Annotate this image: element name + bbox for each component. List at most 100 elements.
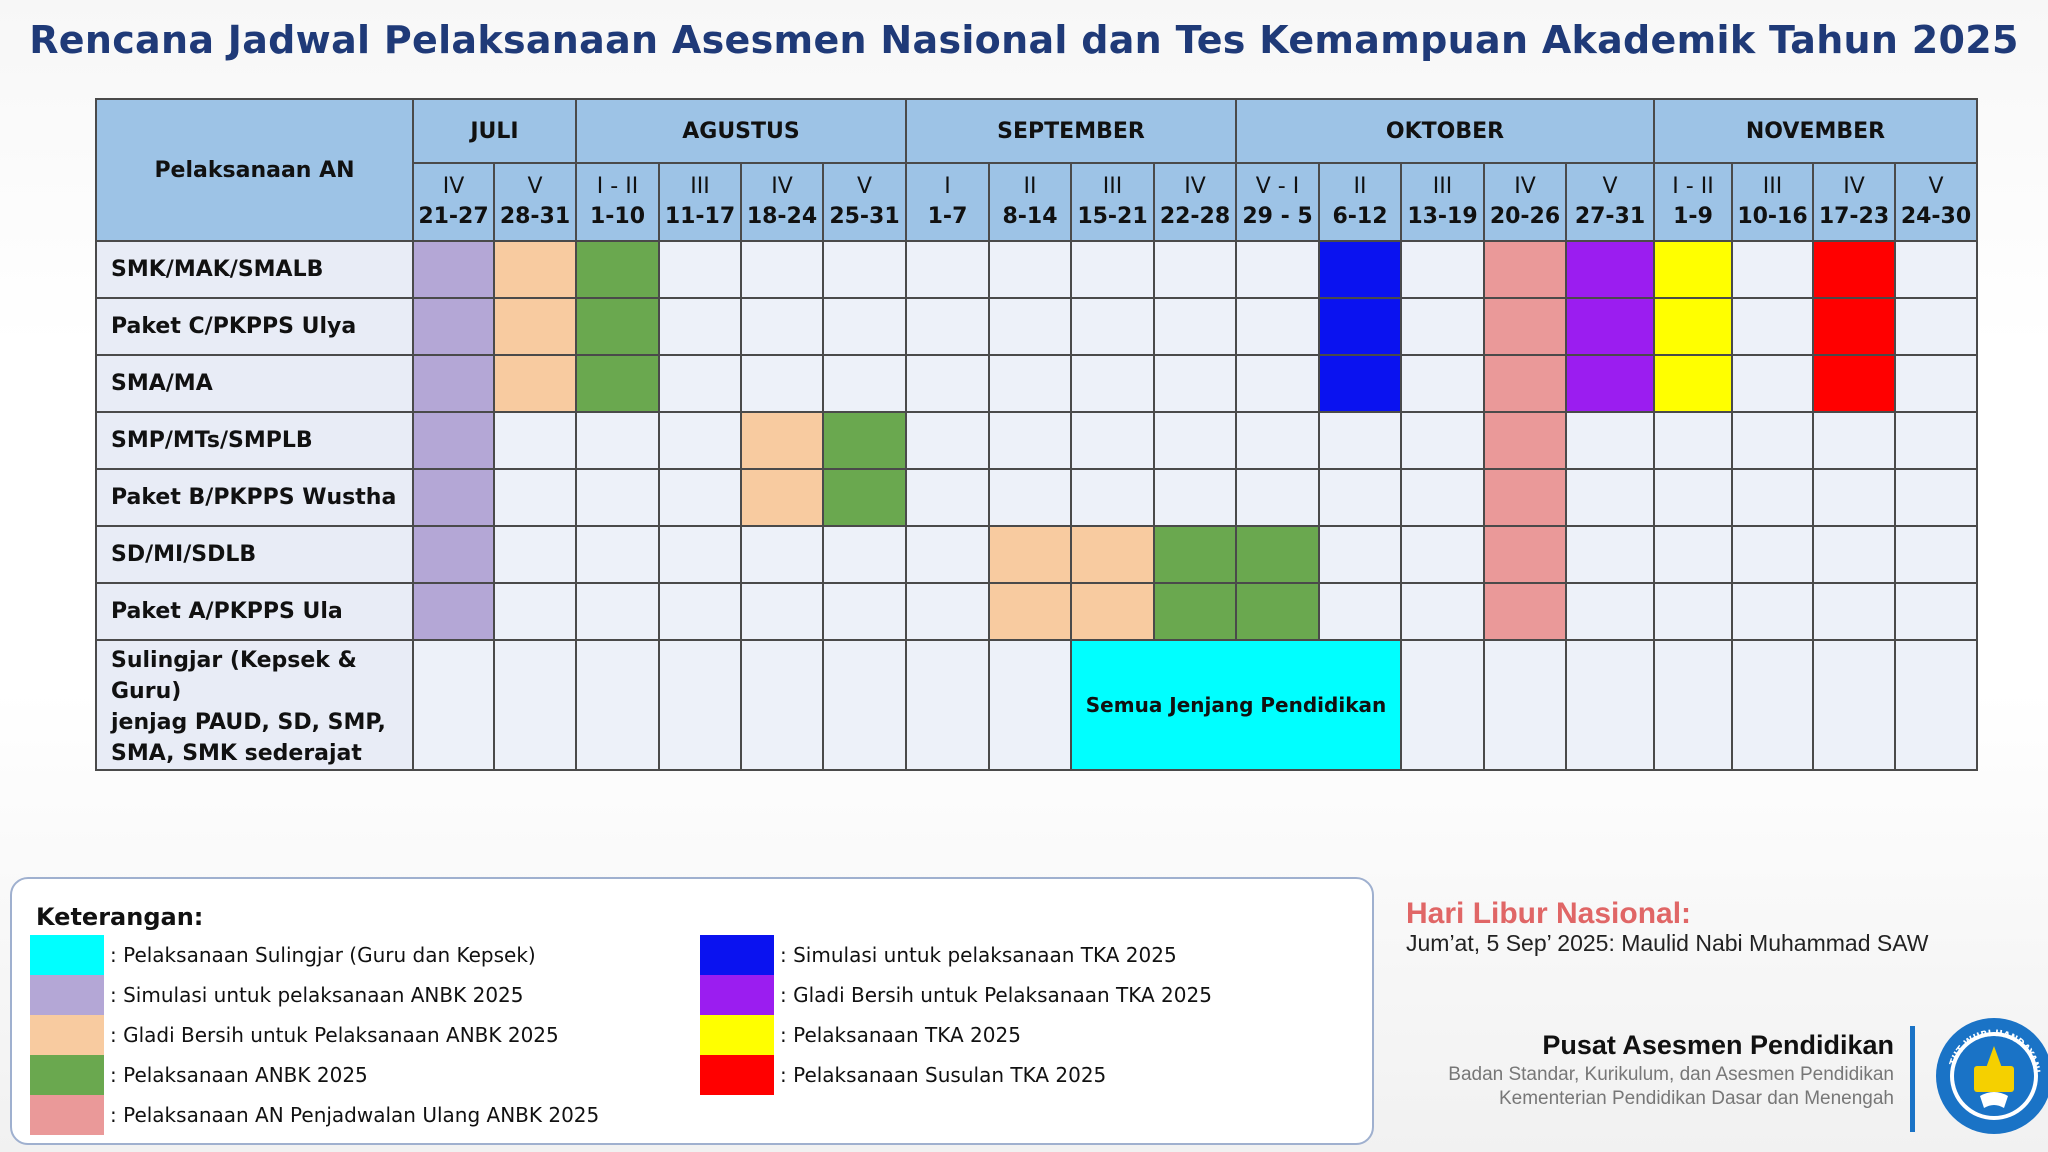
week-header: V 28-31: [493, 162, 577, 242]
schedule-cell: [575, 582, 660, 641]
schedule-cell: [1812, 297, 1896, 356]
schedule-cell: [493, 411, 577, 470]
month-header-juli: JULI: [412, 98, 577, 164]
schedule-cell: [905, 297, 990, 356]
legend-swatch: [700, 935, 774, 975]
schedule-row: SMP/MTs/SMPLB: [95, 411, 1978, 470]
schedule-cell: [1235, 354, 1320, 413]
schedule-row: SMK/MAK/SMALB: [95, 240, 1978, 299]
schedule-cell: [1400, 297, 1485, 356]
schedule-cell: [822, 411, 907, 470]
tut-wuri-handayani-logo-icon: TUT WURI HANDAYANI: [1932, 1016, 2048, 1136]
row-label: SMP/MTs/SMPLB: [95, 411, 414, 470]
schedule-cell: [1235, 297, 1320, 356]
schedule-row: Paket A/PKPPS Ula: [95, 582, 1978, 641]
week-range: 1-9: [1673, 204, 1713, 229]
schedule-cell: [1812, 525, 1896, 584]
legend-text: : Pelaksanaan Susulan TKA 2025: [780, 1063, 1107, 1087]
schedule-cell: [1894, 411, 1978, 470]
schedule-cell: [1731, 525, 1814, 584]
schedule-cell: [575, 411, 660, 470]
week-range: 17-23: [1818, 204, 1890, 229]
schedule-cell: [658, 639, 742, 771]
schedule-cell: [905, 525, 990, 584]
schedule-cell: [740, 297, 824, 356]
week-range: 13-19: [1407, 204, 1478, 229]
schedule-cell: [1653, 411, 1733, 470]
schedule-cell: [905, 639, 990, 771]
schedule-cell: [1318, 582, 1402, 641]
schedule-cell: [1565, 354, 1655, 413]
row-label-sulingjar: Sulingjar (Kepsek & Guru) jenjag PAUD, SD…: [95, 639, 414, 771]
schedule-cell: [1318, 525, 1402, 584]
sulingjar-label-line: SMA, SMK sederajat: [111, 741, 362, 766]
schedule-cell: [658, 582, 742, 641]
schedule-cell: [1400, 468, 1485, 527]
schedule-cell: [1483, 354, 1567, 413]
legend-text: : Pelaksanaan Sulingjar (Guru dan Kepsek…: [110, 943, 536, 967]
schedule-cell: [1894, 468, 1978, 527]
schedule-cell: [658, 468, 742, 527]
week-range: 20-26: [1489, 204, 1561, 229]
week-header: I - II 1-10: [575, 162, 660, 242]
schedule-cell: [575, 468, 660, 527]
schedule-cell: [1235, 468, 1320, 527]
week-roman: V: [1928, 174, 1944, 199]
schedule-cell: [1235, 525, 1320, 584]
legend-text: : Pelaksanaan ANBK 2025: [110, 1063, 368, 1087]
row-label: SMA/MA: [95, 354, 414, 413]
week-header-row: IV 21-27 V 28-31 I - II 1-10 III 11-17 IV 18-24 V 2…: [96, 162, 1978, 242]
schedule-cell: [493, 468, 577, 527]
legend-text: : Gladi Bersih untuk Pelaksanaan TKA 202…: [780, 983, 1212, 1007]
sulingjar-label-line: jenjag PAUD, SD, SMP,: [111, 710, 386, 735]
legend-swatch: [700, 1055, 774, 1095]
week-roman: II: [1353, 174, 1367, 199]
corner-header: Pelaksanaan AN: [95, 98, 414, 242]
week-roman: III: [690, 174, 710, 199]
week-roman: I - II: [1672, 174, 1714, 199]
holiday-title: Hari Libur Nasional:: [1406, 897, 1692, 930]
schedule-cell: [1653, 354, 1733, 413]
schedule-cell: [1483, 411, 1567, 470]
schedule-cell: [1565, 639, 1655, 771]
legend-text: : Simulasi untuk pelaksanaan TKA 2025: [780, 943, 1177, 967]
schedule-cell: [412, 411, 495, 470]
month-header-oktober: OKTOBER: [1235, 98, 1655, 164]
schedule-cell: [988, 525, 1072, 584]
schedule-cell: [493, 297, 577, 356]
month-header-agustus: AGUSTUS: [575, 98, 907, 164]
schedule-cell: [575, 240, 660, 299]
schedule-cell: [1483, 468, 1567, 527]
legend-title: Keterangan:: [36, 903, 204, 931]
week-roman: IV: [1843, 174, 1865, 199]
schedule-cell: [822, 297, 907, 356]
schedule-cell: [1400, 639, 1485, 771]
schedule-row: SMA/MA: [95, 354, 1978, 413]
week-header: III 10-16: [1731, 162, 1814, 242]
week-range: 1-7: [927, 204, 968, 229]
org-name: Pusat Asesmen Pendidikan: [1542, 1030, 1894, 1060]
schedule-cell: [822, 468, 907, 527]
schedule-cell: [1894, 354, 1978, 413]
schedule-cell: [740, 468, 824, 527]
schedule-cell: [1400, 582, 1485, 641]
schedule-cell: [412, 297, 495, 356]
holiday-text: Jum’at, 5 Sep’ 2025: Maulid Nabi Muhamma…: [1406, 930, 1929, 956]
schedule-cell: [1235, 240, 1320, 299]
org-subtitle-2: Kementerian Pendidikan Dasar dan Menenga…: [1498, 1088, 1894, 1109]
week-header: III 11-17: [658, 162, 742, 242]
schedule-cell: [1400, 354, 1485, 413]
schedule-cell: [1731, 639, 1814, 771]
schedule-cell: [1483, 639, 1567, 771]
week-roman: II: [1023, 174, 1037, 199]
schedule-cell: [1894, 639, 1978, 771]
week-header: V 27-31: [1565, 162, 1655, 242]
legend-swatch: [30, 935, 104, 975]
week-roman: V - I: [1255, 174, 1300, 199]
schedule-cell: [1653, 582, 1733, 641]
schedule-cell: [822, 639, 907, 771]
schedule-cell: [1483, 297, 1567, 356]
schedule-cell: [1070, 354, 1155, 413]
schedule-cell: [1812, 240, 1896, 299]
schedule-cell: [1565, 411, 1655, 470]
